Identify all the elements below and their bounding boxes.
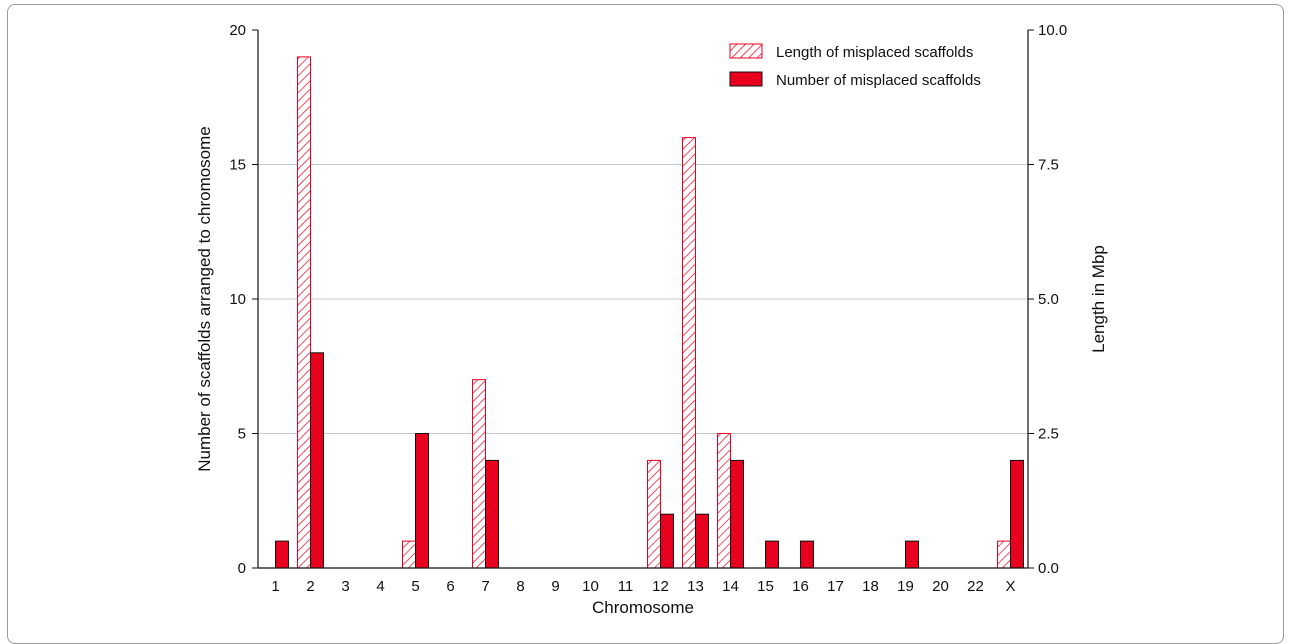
x-tick-label: 15 [757,578,774,595]
legend-swatch-number [729,71,763,87]
x-tick-label: 20 [932,578,949,595]
x-tick-label: 17 [827,578,844,595]
right-y-axis-title: Length in Mbp [1089,245,1108,353]
bars [275,56,1024,569]
x-tick-label: 11 [618,578,634,595]
right-y-tick-label: 10.0 [1038,22,1067,39]
x-tick-label: 8 [516,578,524,595]
x-tick-label: X [1005,578,1015,595]
bar-number-16 [800,540,814,569]
left-y-tick-label: 0 [238,560,246,577]
x-tick-label: 7 [481,578,489,595]
x-tick-label: 9 [551,578,559,595]
bar-length-13 [682,137,696,569]
x-tick-label: 4 [376,578,384,595]
bar-length-14 [717,433,731,569]
left-y-tick-label: 10 [229,291,246,308]
right-y-tick-label: 2.5 [1038,426,1059,443]
bar-length-7 [472,379,486,569]
x-axis-title: Chromosome [592,598,694,617]
bar-length-5 [402,540,416,569]
x-tick-label: 3 [341,578,349,595]
left-y-axis-title: Number of scaffolds arranged to chromoso… [195,126,214,472]
scaffold-bar-chart: 0 0.05 2.510 5.015 7.520 10.01 2 3 4 5 6 7 8 9 10 11 12 1… [195,22,1108,617]
bar-length-2 [297,56,311,569]
bar-number-2 [310,352,324,569]
x-tick-label: 6 [446,578,454,595]
gridlines [258,164,1028,434]
left-y-tick-label: 20 [229,22,246,39]
bar-number-13 [695,513,709,569]
right-y-tick-label: 7.5 [1038,157,1059,174]
bar-number-15 [765,540,779,569]
bar-number-12 [660,513,674,569]
legend: Length of misplaced scaffolds Number of … [729,43,981,89]
x-tick-label: 22 [967,578,984,595]
x-tick-label: 16 [792,578,809,595]
bar-number-19 [905,540,919,569]
bar-number-7 [485,459,499,569]
bar-number-X [1010,459,1024,569]
x-tick-label: 2 [306,578,314,595]
left-y-tick-label: 15 [229,157,246,174]
legend-swatch-length [729,43,763,59]
left-y-tick-label: 5 [238,426,246,443]
legend-label-number: Number of misplaced scaffolds [776,72,981,89]
x-tick-label: 10 [582,578,599,595]
right-y-tick-label: 0.0 [1038,560,1059,577]
x-tick-label: 5 [411,578,419,595]
x-tick-label: 14 [722,578,739,595]
bar-length-12 [647,459,661,569]
tick-labels: 0 0.05 2.510 5.015 7.520 10.01 2 3 4 5 6 7 8 9 10 11 12 1… [229,22,1067,595]
x-tick-label: 19 [897,578,914,595]
x-tick-label: 12 [652,578,669,595]
axes [252,29,1034,569]
x-tick-label: 13 [687,578,704,595]
x-tick-label: 18 [862,578,879,595]
x-tick-label: 1 [271,578,279,595]
bar-number-1 [275,540,289,569]
right-y-tick-label: 5.0 [1038,291,1059,308]
legend-label-length: Length of misplaced scaffolds [776,44,973,61]
bar-length-X [997,540,1011,569]
bar-number-14 [730,459,744,569]
bar-number-5 [415,433,429,569]
